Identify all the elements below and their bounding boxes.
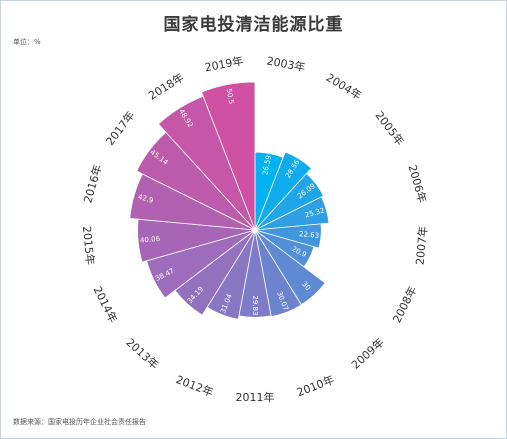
source-note: 数据来源：国家电投历年企业社会责任报告 — [13, 418, 146, 426]
unit-label: 单位：% — [13, 38, 41, 46]
category-label-2007年: 2007年 — [413, 225, 431, 265]
sector-2010年 — [254, 229, 302, 318]
value-label-2009年: 30 — [300, 280, 312, 292]
category-label-2018年: 2018年 — [146, 70, 187, 102]
value-label-2003年: 26.59 — [261, 155, 273, 176]
value-label-2019年: 50.5 — [225, 88, 236, 105]
sector-2004年 — [254, 151, 312, 231]
category-label-2006年: 2006年 — [405, 163, 429, 204]
category-label-2015年: 2015年 — [80, 225, 98, 265]
sector-2019年 — [201, 81, 256, 231]
category-label-2012年: 2012年 — [174, 372, 215, 399]
category-label-2010年: 2010年 — [295, 372, 336, 399]
chart-title: 国家电投清洁能源比重 — [163, 15, 344, 35]
sector-2007年 — [254, 223, 322, 249]
value-label-2011年: 29.83 — [251, 295, 259, 315]
value-label-2016年: 42.9 — [137, 193, 154, 205]
center-dot — [252, 227, 258, 233]
value-label-2015年: 40.06 — [140, 235, 161, 245]
category-label-2009年: 2009年 — [348, 335, 386, 372]
sectors-layer — [129, 81, 330, 320]
category-label-2011年: 2011年 — [236, 390, 275, 404]
category-label-2003年: 2003年 — [266, 53, 307, 74]
category-label-2005年: 2005年 — [373, 108, 408, 148]
category-label-2008年: 2008年 — [390, 284, 420, 325]
sector-2006年 — [254, 196, 330, 231]
category-label-2014年: 2014年 — [91, 284, 121, 325]
sector-2005年 — [254, 172, 324, 231]
category-label-2016年: 2016年 — [80, 163, 104, 204]
category-label-2004年: 2004年 — [324, 70, 365, 102]
category-label-2013年: 2013年 — [123, 335, 161, 372]
category-label-2019年: 2019年 — [203, 53, 244, 74]
category-label-2017年: 2017年 — [103, 108, 138, 148]
value-label-2007年: 22.63 — [299, 230, 320, 240]
